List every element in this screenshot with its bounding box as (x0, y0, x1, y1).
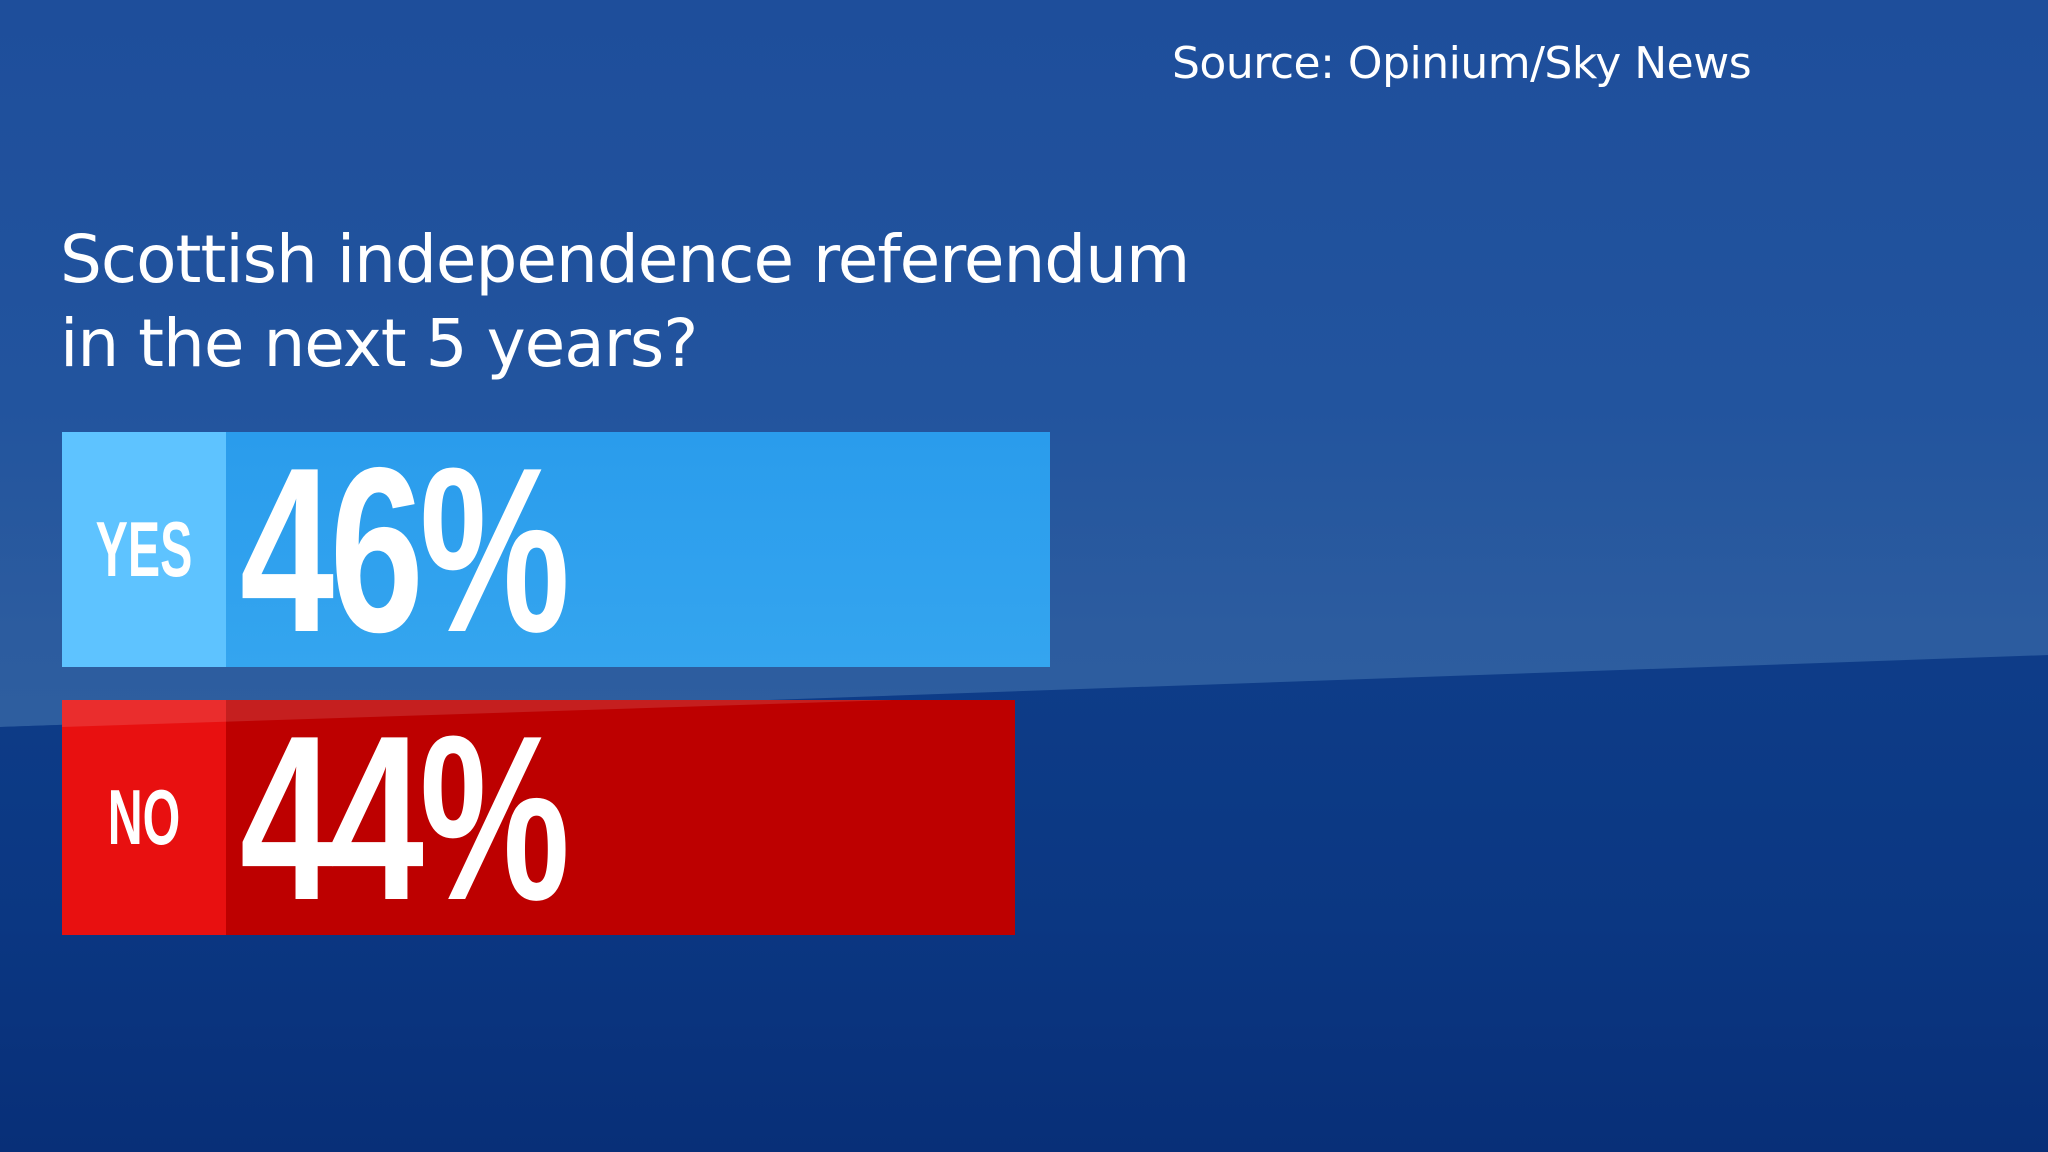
chart-title-line-2: in the next 5 years? (60, 305, 698, 382)
bar-no-label: NO (107, 773, 181, 861)
chart-title: Scottish independence referendum in the … (60, 218, 1190, 386)
bar-yes: YES 46% (62, 418, 1050, 681)
source-caption: Source: Opinium/Sky News (1172, 38, 1752, 89)
bar-yes-label-block: YES (62, 432, 226, 667)
bar-no-value: 44% (240, 686, 570, 949)
bar-yes-label: YES (95, 505, 193, 593)
bar-no: NO 44% (62, 686, 1015, 949)
bar-yes-value: 46% (240, 418, 570, 681)
bar-no-value-area: 44% (226, 686, 1015, 949)
chart-title-line-1: Scottish independence referendum (60, 221, 1190, 298)
bar-yes-value-area: 46% (226, 418, 1050, 681)
bar-no-label-block: NO (62, 700, 226, 935)
